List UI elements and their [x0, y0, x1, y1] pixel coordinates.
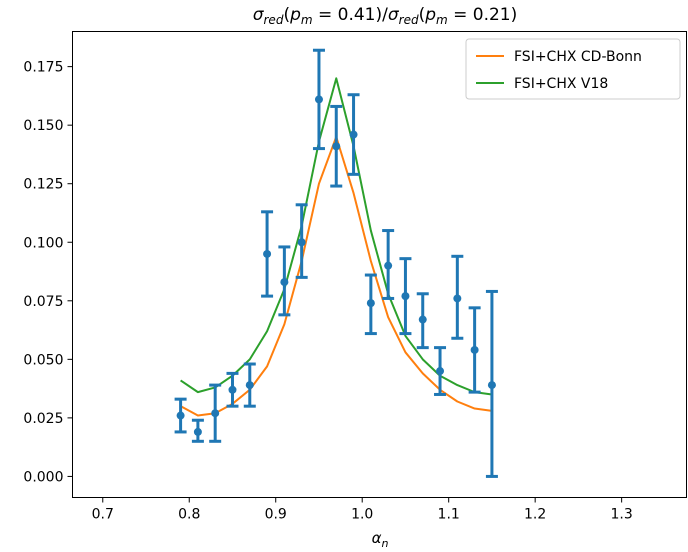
y-axis: 0.000 0.025 0.050 0.075 0.100 0.125 0.150 0.175	[23, 60, 73, 485]
x-tick-label: 0.9	[265, 507, 287, 523]
chart-title: σred(pm = 0.41)/σred(pm = 0.21)	[253, 5, 518, 27]
x-tick-label: 1.0	[351, 507, 373, 523]
data-point	[263, 249, 272, 258]
title-num-var-sub: m	[301, 13, 313, 27]
y-tick-label: 0.025	[23, 411, 63, 427]
x-label-sub: n	[381, 537, 388, 550]
title-den-open: (	[419, 5, 426, 25]
title-den-sigma: σ	[388, 5, 400, 25]
title-num-open: (	[283, 5, 290, 25]
y-tick-label: 0.150	[23, 118, 63, 134]
data-point	[384, 261, 393, 270]
series-layer	[174, 48, 498, 478]
y-tick-label: 0.000	[23, 469, 63, 485]
data-point	[366, 299, 375, 308]
x-tick-label: 1.1	[438, 507, 460, 523]
data-point	[418, 315, 427, 324]
x-tick-label: 1.3	[611, 507, 633, 523]
data-point	[280, 278, 289, 287]
title-den-sub: red	[399, 13, 419, 27]
data-point	[193, 427, 202, 436]
data-point	[349, 130, 358, 139]
y-tick-label: 0.100	[23, 235, 63, 251]
title-num-var: p	[289, 5, 301, 25]
title-num-sigma: σ	[253, 5, 265, 25]
data-point	[176, 411, 185, 420]
data-point	[297, 238, 306, 247]
y-tick-label: 0.125	[23, 177, 63, 193]
x-axis-label: αn	[372, 529, 389, 550]
data-point	[401, 292, 410, 301]
data-point	[436, 367, 445, 376]
data-point	[487, 381, 496, 390]
legend-label-v18: FSI+CHX V18	[514, 76, 608, 92]
x-axis: 0.7 0.8 0.9 1.0 1.1 1.2 1.3	[92, 497, 633, 523]
legend-label-cd-bonn: FSI+CHX CD-Bonn	[514, 49, 642, 65]
title-den-var: p	[424, 5, 436, 25]
title-slash: /	[382, 5, 388, 25]
data-point	[245, 381, 254, 390]
y-tick-label: 0.075	[23, 294, 63, 310]
x-label-main: α	[372, 529, 382, 547]
y-tick-label: 0.175	[23, 60, 63, 76]
title-den-val: = 0.21)	[448, 5, 518, 25]
title-num-sub: red	[264, 13, 284, 27]
x-tick-label: 0.7	[92, 507, 114, 523]
legend-box	[465, 38, 681, 100]
plot-frame	[72, 31, 687, 498]
data-point	[314, 95, 323, 104]
data-point	[211, 409, 220, 418]
data-point	[332, 142, 341, 151]
data-point	[228, 385, 237, 394]
legend: FSI+CHX CD-Bonn FSI+CHX V18	[465, 38, 681, 100]
x-tick-label: 0.8	[178, 507, 200, 523]
data-point	[453, 294, 462, 303]
y-tick-label: 0.050	[23, 352, 63, 368]
data-point	[470, 345, 479, 354]
title-num-val: = 0.41)	[313, 5, 383, 25]
x-tick-label: 1.2	[524, 507, 546, 523]
title-den-var-sub: m	[436, 13, 448, 27]
